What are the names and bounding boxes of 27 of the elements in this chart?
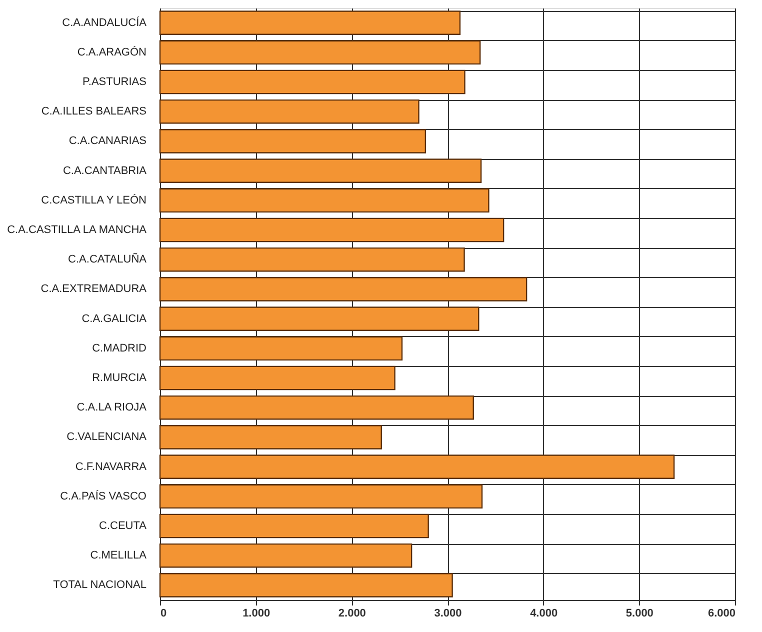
y-tick-label: C.A.ILLES BALEARS xyxy=(41,106,146,118)
y-tick-label: C.VALENCIANA xyxy=(66,431,148,444)
y-tick-label: C.MELILLA xyxy=(90,550,148,562)
x-tick-label: 4.000 xyxy=(530,608,558,620)
y-tick-label: C.A.CANARIAS xyxy=(68,135,146,148)
x-tick-label: 0 xyxy=(160,608,167,620)
y-tick-label: C.A.CANTABRIA xyxy=(62,164,148,177)
y-tick-label: C.F.NAVARRA xyxy=(75,460,148,473)
x-tick-label: 3.000 xyxy=(434,608,462,620)
y-tick-label: C.MADRID xyxy=(92,342,147,354)
y-tick-label: C.A.CATALUÑA xyxy=(68,252,148,266)
y-tick-label: C.CASTILLA Y LEÓN xyxy=(41,193,147,206)
x-tick-label: 2.000 xyxy=(338,608,366,620)
y-tick-label: C.A.ARAGÓN xyxy=(77,45,147,58)
y-tick-label: C.CEUTA xyxy=(99,520,148,532)
y-tick-label: C.A.ANDALUCÍA xyxy=(62,16,148,29)
y-tick-label: C.A.GALICIA xyxy=(82,312,148,325)
y-tick-label: P.ASTURIAS xyxy=(82,76,146,88)
x-tick-label: 6.000 xyxy=(708,608,736,620)
y-tick-label: C.A.PAÍS VASCO xyxy=(60,489,147,502)
y-tick-label: R.MURCIA xyxy=(92,372,148,384)
x-tick-label: 5.000 xyxy=(626,608,654,620)
y-tick-label: TOTAL NACIONAL xyxy=(53,579,146,592)
y-tick-label: C.A.LA RIOJA xyxy=(76,402,148,414)
y-tick-label: C.A.CASTILLA LA MANCHA xyxy=(7,224,148,236)
x-tick-label: 1.000 xyxy=(242,608,270,620)
y-tick-label: C.A.EXTREMADURA xyxy=(40,283,148,296)
